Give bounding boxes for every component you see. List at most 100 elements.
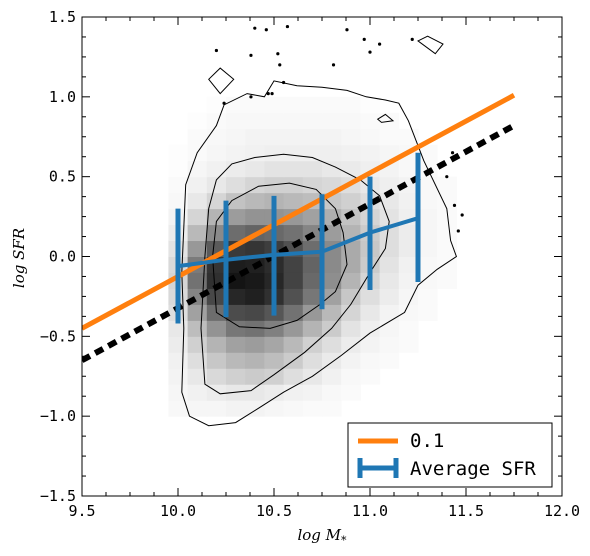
hist-bin	[187, 352, 208, 369]
hist-bin	[283, 224, 304, 242]
hist-bin	[418, 256, 438, 273]
hist-bin	[245, 192, 265, 210]
hist-bin	[206, 208, 227, 226]
hist-bin	[283, 176, 304, 194]
hist-bin	[283, 288, 304, 305]
density-histogram	[168, 96, 457, 417]
hist-bin	[168, 176, 189, 194]
x-tick-label: 11.0	[352, 502, 388, 520]
hist-bin	[379, 176, 400, 194]
hist-bin	[264, 128, 285, 146]
outlier-point	[410, 37, 414, 41]
hist-bin	[379, 288, 400, 305]
hist-bin	[206, 352, 227, 369]
hist-bin	[245, 144, 265, 162]
hist-bin	[245, 208, 265, 226]
x-axis-label: log M*	[297, 526, 347, 547]
contour-outer	[181, 80, 458, 427]
hist-bin	[283, 112, 304, 130]
hist-bin	[302, 160, 323, 178]
hist-bin	[418, 304, 438, 321]
hist-bin	[360, 96, 381, 114]
hist-bin	[245, 352, 265, 369]
hist-bin	[187, 384, 208, 401]
hist-bin	[379, 272, 400, 289]
hist-bin	[206, 96, 227, 114]
outlier-point	[214, 48, 218, 53]
hist-bin	[302, 272, 323, 289]
hist-bin	[302, 96, 323, 114]
hist-bin	[341, 288, 361, 305]
hist-bin	[360, 112, 381, 130]
outlier-point	[249, 53, 253, 57]
hist-bin	[322, 96, 342, 114]
hist-bin	[187, 192, 208, 210]
hist-bin	[245, 320, 265, 337]
hist-bin	[283, 384, 304, 401]
hist-bin	[379, 320, 400, 337]
hist-bin	[245, 128, 265, 146]
hist-bin	[187, 112, 208, 130]
hist-bin	[341, 336, 361, 353]
hist-bin	[206, 176, 227, 194]
hist-bin	[437, 272, 457, 289]
hist-bin	[187, 176, 208, 194]
hist-bin	[206, 336, 227, 353]
hist-bin	[322, 112, 342, 130]
hist-bin	[206, 320, 227, 337]
hist-bin	[302, 128, 323, 146]
hist-bin	[418, 208, 438, 226]
hist-bin	[264, 96, 285, 114]
hist-bin	[264, 352, 285, 369]
average-sfr-line	[177, 216, 419, 269]
y-tick-label: −0.5	[40, 327, 76, 345]
y-tick-label: 1.5	[49, 8, 76, 26]
hist-bin	[226, 400, 246, 417]
hist-bin	[302, 320, 323, 337]
hist-bin	[206, 288, 227, 305]
hist-bin	[418, 288, 438, 305]
outlier-point	[456, 229, 460, 233]
hist-bin	[322, 384, 342, 401]
x-axis-label-subscript: *	[341, 534, 347, 547]
hist-bin	[226, 304, 246, 321]
outlier-point	[249, 95, 253, 99]
hist-bin	[168, 368, 189, 385]
hist-bin	[206, 368, 227, 385]
hist-bin	[168, 160, 189, 178]
y-tick-label: 1.0	[49, 88, 76, 106]
hist-bin	[168, 400, 189, 417]
hist-bin	[360, 352, 381, 369]
hist-bin	[283, 336, 304, 353]
hist-bin	[226, 128, 246, 146]
hist-bin	[226, 288, 246, 305]
hist-bin	[437, 176, 457, 194]
hist-bin	[226, 224, 246, 242]
hist-bin	[418, 240, 438, 257]
outlier-points	[214, 24, 464, 233]
hist-bin	[245, 176, 265, 194]
hist-bin	[283, 272, 304, 289]
hist-bin	[360, 144, 381, 162]
hist-bin	[283, 320, 304, 337]
hist-bin	[264, 400, 285, 417]
hist-bin	[283, 256, 304, 273]
hist-bin	[245, 272, 265, 289]
hist-bin	[187, 320, 208, 337]
y-tick-label: −1.5	[40, 487, 76, 505]
hist-bin	[206, 144, 227, 162]
x-tick-label: 11.5	[448, 502, 484, 520]
outlier-point	[282, 80, 286, 85]
hist-bin	[283, 128, 304, 146]
hist-bin	[360, 368, 381, 385]
outlier-point	[253, 26, 257, 30]
hist-bin	[322, 160, 342, 178]
hist-bin	[302, 112, 323, 130]
outlier-point	[345, 28, 349, 32]
hist-bin	[226, 320, 246, 337]
hist-bin	[245, 112, 265, 130]
hist-bin	[341, 192, 361, 210]
hist-bin	[187, 336, 208, 353]
hist-bin	[168, 336, 189, 353]
